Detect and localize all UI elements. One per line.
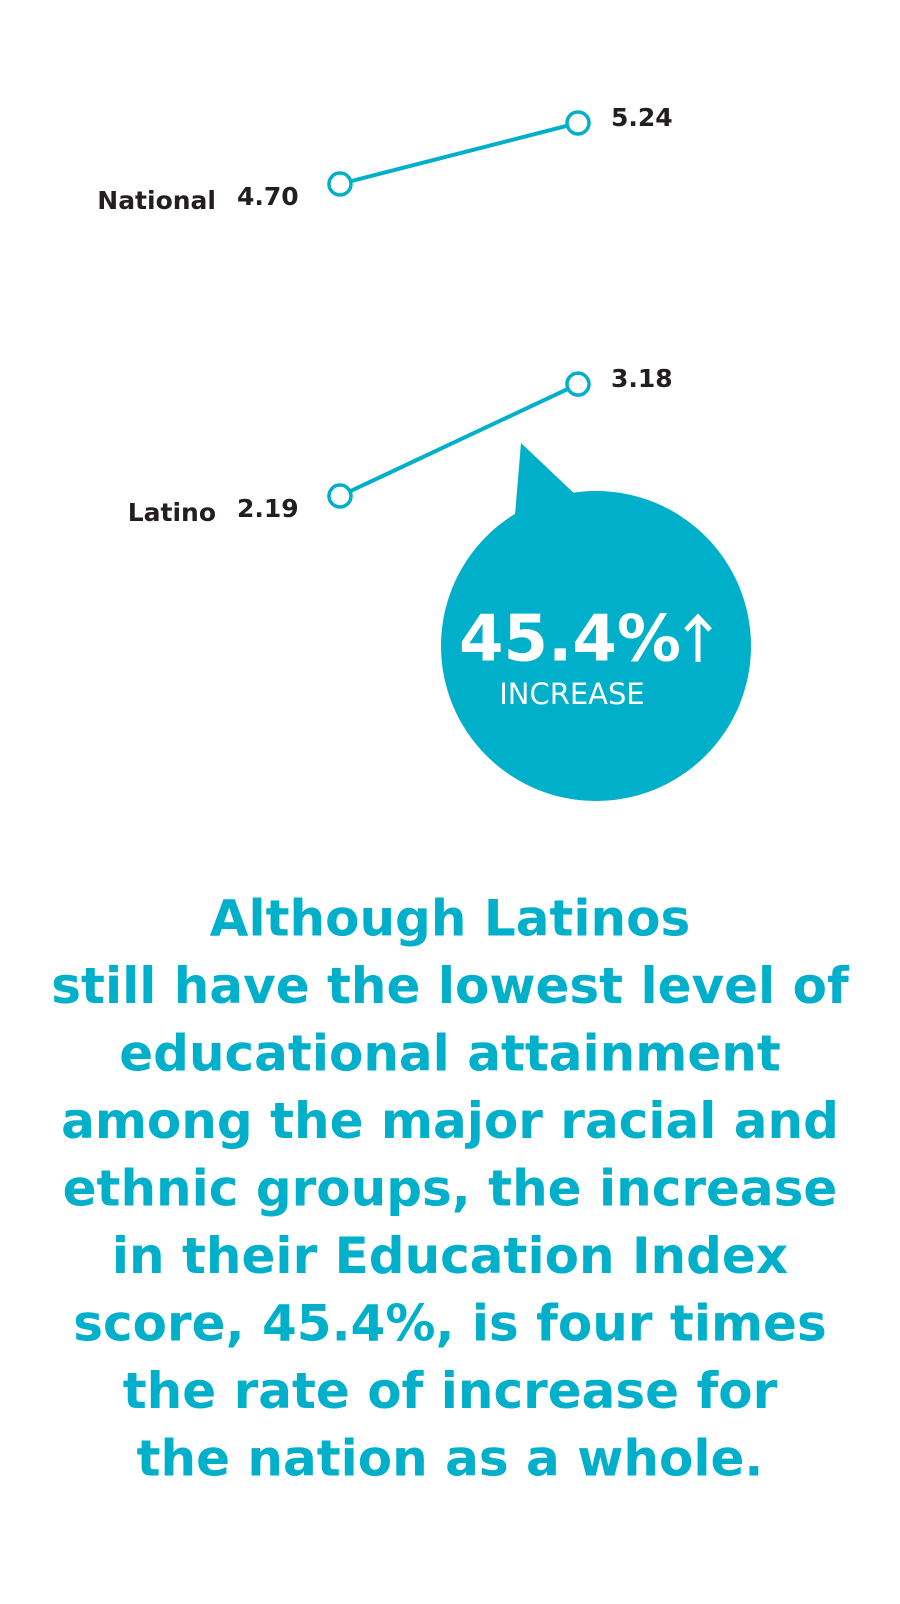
body-line: score, 45.4%, is four times: [73, 1295, 826, 1353]
point: [565, 371, 591, 397]
point: [327, 171, 353, 197]
callout-bubble: [441, 491, 751, 801]
value-label: 4.70: [237, 182, 299, 211]
value-label: 2.19: [237, 494, 299, 523]
series-label: Latino: [128, 498, 216, 527]
value-label: 3.18: [611, 364, 673, 393]
body-line: the nation as a whole.: [137, 1430, 764, 1488]
value-label: 5.24: [611, 103, 673, 132]
point: [327, 483, 353, 509]
series: National 4.70 5.24: [97, 103, 672, 215]
body-line: in their Education Index: [112, 1227, 788, 1285]
up-arrow: [684, 613, 712, 662]
series-label: National: [97, 186, 216, 215]
series: Latino 2.19 3.18: [128, 364, 673, 527]
body-line: the rate of increase for: [123, 1362, 778, 1420]
point: [565, 110, 591, 136]
callout-value: 45.4%: [459, 603, 681, 677]
body-line: educational attainment: [119, 1025, 780, 1083]
body-line: Although Latinos: [210, 890, 690, 948]
body-line: among the major racial and: [61, 1092, 839, 1150]
callout: 45.4% INCREASE: [441, 443, 751, 801]
slope-line: [339, 382, 579, 498]
body-line: ethnic groups, the increase: [63, 1160, 838, 1218]
slope-line: [339, 121, 579, 186]
body-line: still have the lowest level of: [51, 957, 850, 1015]
callout-label: INCREASE: [499, 677, 645, 711]
